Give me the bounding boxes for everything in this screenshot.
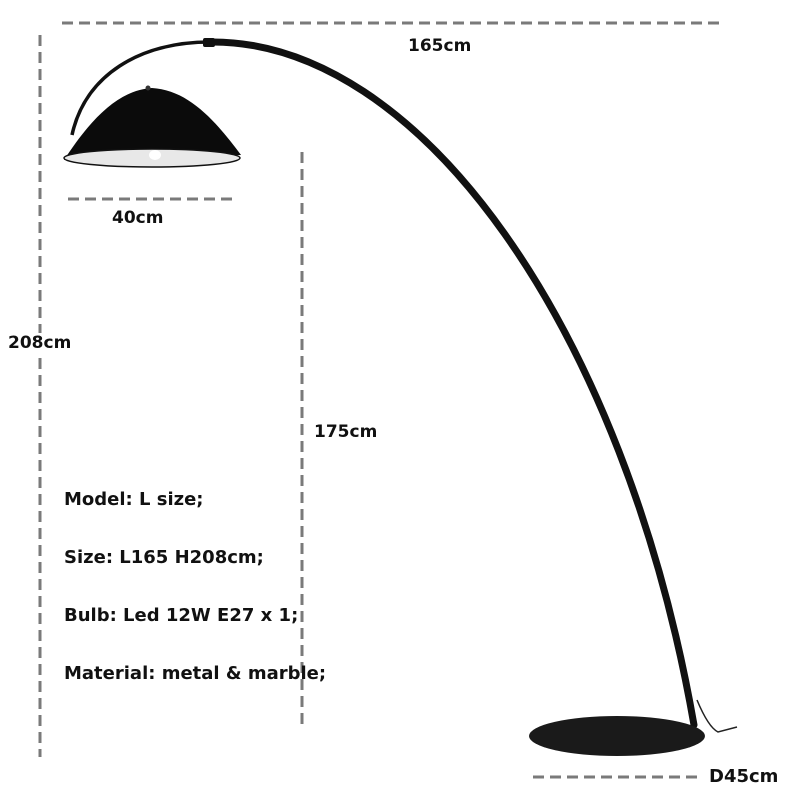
spec-material: Material: metal & marble; — [64, 663, 327, 684]
clearance-label: 175cm — [314, 422, 378, 442]
height-label: 208cm — [8, 333, 72, 353]
arm-joint — [203, 38, 215, 47]
bulb — [149, 150, 161, 160]
base-diameter-label: D45cm — [709, 766, 779, 787]
width-label: 165cm — [408, 36, 472, 56]
lamp-base — [529, 716, 705, 756]
lamp-hook-arm — [70, 40, 211, 136]
spec-size: Size: L165 H208cm; — [64, 547, 264, 568]
spec-model: Model: L size; — [64, 489, 204, 510]
shade-finial — [145, 85, 151, 91]
lamp-arc-pole — [204, 38, 698, 729]
shade-diameter-label: 40cm — [112, 208, 164, 228]
lamp-cord — [696, 699, 738, 733]
lamp-shade — [64, 88, 241, 160]
spec-bulb: Bulb: Led 12W E27 x 1; — [64, 605, 299, 626]
